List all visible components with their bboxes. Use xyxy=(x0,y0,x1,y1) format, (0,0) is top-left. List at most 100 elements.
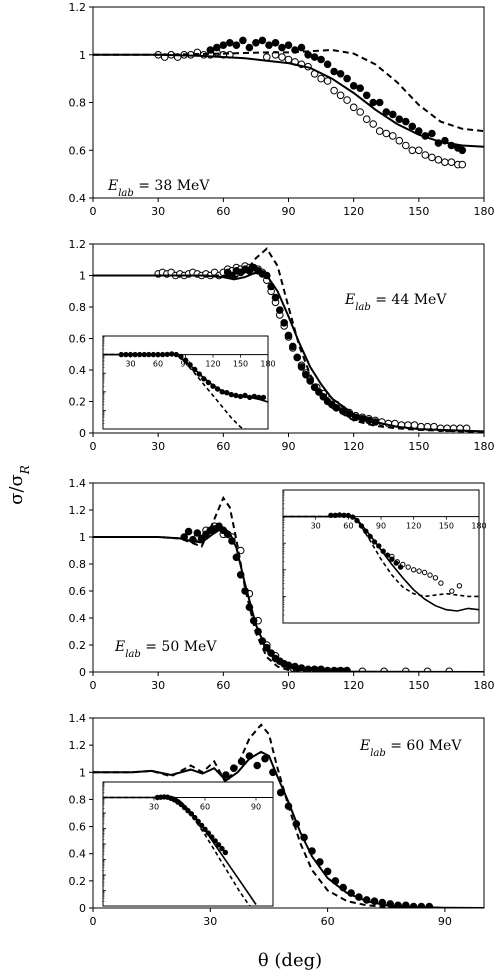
data-point-open xyxy=(434,156,443,164)
data-point-filled xyxy=(323,867,332,876)
y-tick-label: 1.2 xyxy=(69,238,87,251)
data-point-filled xyxy=(371,539,378,545)
energy-label-var: E xyxy=(114,639,125,655)
panels: 0.4 0.6 0.8 1 1.2 0 30 60 90 120 150 180 Elab = 38 M… xyxy=(69,1,495,928)
panel-2: 0 0.2 0.4 0.6 0.8 1 1.2 0 30 60 90 120 150 180 Elab = … xyxy=(69,238,495,453)
data-point-filled xyxy=(276,306,284,314)
x-axis-label: θ (deg) xyxy=(258,950,322,971)
data-point-filled xyxy=(198,822,205,829)
data-point-filled xyxy=(362,896,371,904)
data-point-filled xyxy=(239,36,247,45)
inset-x-tick-label: 30 xyxy=(311,522,321,531)
inset-x-tick-label: 30 xyxy=(149,803,159,812)
data-point-filled xyxy=(356,84,365,92)
data-point-filled xyxy=(293,353,302,362)
inset-panel: 30 60 90 120 150 180 xyxy=(102,335,276,430)
data-point-filled xyxy=(402,117,410,126)
data-point-filled xyxy=(127,351,134,358)
data-point-filled xyxy=(291,662,299,671)
data-point-filled xyxy=(378,898,387,907)
data-point-filled xyxy=(230,764,238,773)
y-tick-label: 0.6 xyxy=(69,333,87,346)
data-point-filled xyxy=(195,818,201,825)
data-point-filled xyxy=(187,362,193,368)
y-tick-label: 0.8 xyxy=(69,793,87,806)
data-point-filled xyxy=(425,902,434,908)
inset-x-tick-label: 60 xyxy=(153,360,163,369)
data-point-filled xyxy=(447,141,456,150)
data-point-filled xyxy=(237,393,244,400)
data-point-filled xyxy=(228,391,235,398)
dashed-curve xyxy=(93,723,484,908)
data-point-filled xyxy=(241,587,249,595)
dashed-curve xyxy=(283,514,479,598)
data-point-filled xyxy=(367,533,373,540)
data-point-open xyxy=(411,567,417,573)
data-point-filled xyxy=(222,771,230,779)
data-point-filled xyxy=(297,363,306,371)
data-point-open xyxy=(449,588,455,594)
x-tick-label: 150 xyxy=(408,440,429,453)
x-tick-label: 120 xyxy=(343,205,364,218)
data-point-filled xyxy=(371,418,380,426)
data-point-filled xyxy=(123,351,129,358)
data-point-filled xyxy=(185,808,191,814)
data-point-filled xyxy=(310,665,319,672)
data-point-filled xyxy=(258,36,267,45)
data-point-filled xyxy=(232,41,241,50)
inset-x-tick-label: 60 xyxy=(343,522,353,531)
x-tick-label: 60 xyxy=(216,205,230,218)
y-tick-label: 1.2 xyxy=(69,739,87,752)
data-point-open xyxy=(427,572,433,578)
data-point-filled xyxy=(363,528,369,534)
data-point-open xyxy=(343,96,351,104)
data-point-filled xyxy=(271,293,280,302)
plot-area xyxy=(93,36,484,169)
inset-x-tick-label: 120 xyxy=(406,522,421,531)
data-point-filled xyxy=(159,351,166,358)
data-point-filled xyxy=(328,512,334,518)
data-point-filled xyxy=(201,376,207,382)
data-point-filled xyxy=(350,514,356,520)
data-point-filled xyxy=(291,46,299,54)
inset-x-tick-label: 180 xyxy=(471,522,486,531)
x-tick-label: 0 xyxy=(90,440,97,453)
inset-x-tick-label: 180 xyxy=(260,360,275,369)
data-point-filled xyxy=(219,389,225,395)
energy-label: Elab = 50 MeV xyxy=(114,639,217,660)
data-point-filled xyxy=(245,43,254,52)
data-point-filled xyxy=(202,826,208,832)
data-point-filled xyxy=(193,529,202,537)
data-point-open xyxy=(402,141,410,150)
data-point-filled xyxy=(205,830,212,836)
x-tick-label: 180 xyxy=(474,205,495,218)
data-point-filled xyxy=(284,41,293,50)
data-point-filled xyxy=(386,900,395,908)
dashed-curve xyxy=(103,353,248,429)
y-tick-label: 0 xyxy=(79,427,86,440)
data-point-open xyxy=(441,158,449,166)
data-point-filled xyxy=(247,394,253,401)
x-tick-label: 30 xyxy=(203,915,217,928)
data-point-filled xyxy=(302,370,310,379)
data-point-open xyxy=(405,564,411,570)
data-point-filled xyxy=(304,51,312,59)
data-point-filled xyxy=(271,39,280,47)
data-point-filled xyxy=(252,39,260,47)
inset-plot-area xyxy=(283,512,479,612)
data-point-open xyxy=(408,146,417,155)
data-point-filled xyxy=(402,901,410,908)
panel-3: 0 0.2 0.4 0.6 0.8 1 1.2 1.4 0 30 60 90 120 150 180 Elab… xyxy=(69,477,495,692)
inset-x-tick-label: 150 xyxy=(439,522,454,531)
data-point-filled xyxy=(206,46,215,54)
solid-curve xyxy=(93,53,484,148)
data-point-open xyxy=(330,86,338,95)
data-point-open xyxy=(349,103,358,112)
data-point-filled xyxy=(228,537,236,545)
data-point-filled xyxy=(261,754,269,763)
data-point-filled xyxy=(267,649,275,657)
y-tick-label: 1.2 xyxy=(69,504,87,517)
data-point-open xyxy=(421,151,430,159)
data-point-open xyxy=(336,91,345,100)
y-tick-label: 1.4 xyxy=(69,712,87,725)
